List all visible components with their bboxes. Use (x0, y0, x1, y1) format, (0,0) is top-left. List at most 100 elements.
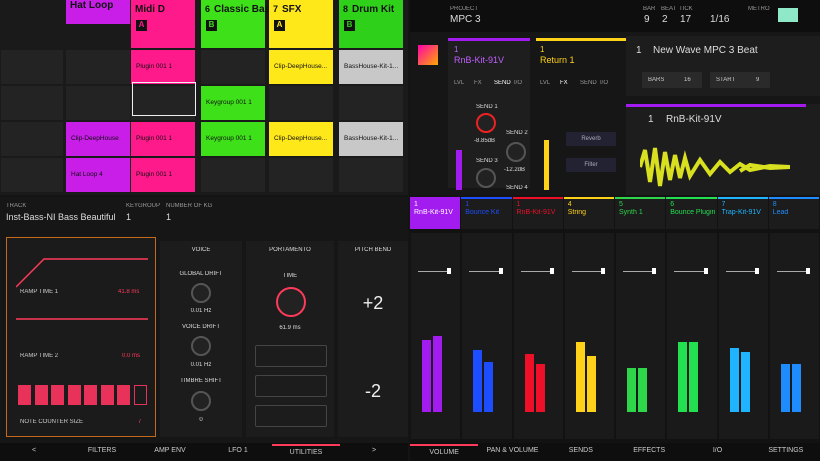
clip-slot[interactable] (66, 50, 130, 84)
tab[interactable]: > (371, 447, 377, 454)
button[interactable] (255, 375, 327, 397)
knob[interactable] (191, 283, 211, 303)
clip[interactable] (66, 122, 130, 156)
clip-slot[interactable] (201, 158, 265, 192)
icon[interactable] (778, 8, 798, 22)
tab[interactable]: VOLUME (410, 444, 479, 456)
keygroup[interactable]: 1 (126, 212, 132, 222)
track[interactable]: Inst-Bass-NI Bass Beautiful (6, 212, 116, 222)
button[interactable] (255, 405, 327, 427)
tab[interactable]: LVL (540, 80, 551, 86)
counter-step[interactable] (34, 385, 48, 405)
selected-slot[interactable] (132, 82, 196, 116)
clip[interactable] (339, 50, 403, 84)
tab[interactable]: FILTERS (87, 447, 117, 454)
knob[interactable] (276, 287, 306, 317)
fader[interactable] (418, 271, 452, 272)
field[interactable] (710, 72, 770, 88)
strip-header[interactable] (768, 197, 819, 229)
fader-cap[interactable] (601, 268, 605, 274)
tab[interactable]: SEND (580, 80, 597, 86)
fader-cap[interactable] (652, 268, 657, 274)
counter-step[interactable] (84, 385, 97, 405)
strip-header[interactable] (410, 197, 461, 229)
counter-step[interactable] (133, 385, 147, 405)
field[interactable] (642, 72, 702, 88)
button[interactable] (255, 345, 327, 367)
track-header[interactable] (66, 0, 130, 24)
strip-header[interactable] (563, 197, 614, 229)
clip[interactable] (201, 122, 265, 156)
fader[interactable] (469, 271, 503, 272)
counter-step[interactable] (67, 385, 81, 405)
tab[interactable]: I/O (600, 80, 609, 86)
tab[interactable]: LVL (454, 80, 465, 86)
fader[interactable] (776, 271, 810, 272)
clip-slot[interactable] (339, 86, 403, 120)
clip[interactable] (131, 50, 195, 84)
knob[interactable] (191, 391, 211, 411)
counter-step[interactable] (51, 385, 64, 405)
fader-cap[interactable] (447, 268, 452, 274)
counter-step[interactable] (100, 385, 114, 405)
tab[interactable]: LFO 1 (228, 447, 248, 454)
knob[interactable] (476, 113, 496, 133)
kg[interactable]: 1 (166, 212, 172, 222)
knob[interactable] (506, 142, 526, 162)
clip-slot[interactable] (1, 86, 63, 120)
tab[interactable]: I/O (712, 447, 723, 454)
clip[interactable] (66, 158, 130, 192)
fader-cap[interactable] (703, 268, 708, 274)
icon[interactable] (418, 45, 438, 65)
strip-header[interactable] (615, 197, 666, 229)
tab[interactable]: EFFECTS (633, 447, 666, 454)
fader[interactable] (520, 271, 554, 272)
clip[interactable] (131, 122, 195, 156)
fader[interactable] (623, 271, 657, 272)
fader-cap[interactable] (806, 268, 810, 274)
clip[interactable] (269, 122, 333, 156)
tab[interactable]: FX (560, 80, 568, 86)
strip-header[interactable] (717, 197, 768, 229)
clip[interactable] (131, 158, 195, 192)
clip-slot[interactable] (1, 50, 63, 84)
fader-cap[interactable] (498, 268, 503, 274)
fx-slot[interactable]: Filter (566, 158, 616, 172)
fader-cap[interactable] (549, 268, 554, 274)
clip-slot[interactable] (1, 158, 63, 192)
clip-slot[interactable] (339, 158, 403, 192)
clip-slot[interactable] (66, 86, 130, 120)
project[interactable]: MPC 3 (450, 14, 481, 25)
sequence[interactable]: New Wave MPC 3 Beat (653, 45, 758, 56)
fader[interactable] (674, 271, 708, 272)
tab[interactable]: SETTINGS (768, 447, 804, 454)
quantize[interactable]: 1/16 (710, 14, 730, 25)
tab[interactable]: FX (474, 80, 482, 86)
value[interactable]: +2 (362, 293, 384, 313)
clip[interactable] (201, 86, 265, 120)
tab[interactable]: SENDS (568, 447, 593, 454)
fader[interactable] (571, 271, 605, 272)
counter-step[interactable] (117, 385, 130, 405)
fader-cap[interactable] (754, 268, 759, 274)
clip-slot[interactable] (269, 158, 333, 192)
tab[interactable]: AMP ENV (154, 447, 186, 454)
fader[interactable] (725, 271, 759, 272)
strip-header[interactable] (512, 197, 563, 229)
strip-header[interactable] (461, 197, 512, 229)
counter-step[interactable] (18, 385, 31, 405)
clip-slot[interactable] (269, 86, 333, 120)
clip[interactable] (339, 122, 403, 156)
tab[interactable]: PAN & VOLUME (486, 447, 539, 454)
fx-slot[interactable]: Reverb (566, 132, 616, 146)
clip-slot[interactable] (131, 86, 195, 120)
program[interactable]: RnB-Kit-91V (666, 114, 722, 125)
clip[interactable] (269, 50, 333, 84)
tab[interactable]: I/O (514, 80, 523, 86)
tab[interactable]: < (31, 447, 37, 454)
clip-slot[interactable] (1, 122, 63, 156)
clip-slot[interactable] (201, 50, 265, 84)
value[interactable]: -2 (364, 381, 381, 401)
knob[interactable] (191, 336, 211, 356)
tab[interactable]: SEND (494, 80, 511, 86)
